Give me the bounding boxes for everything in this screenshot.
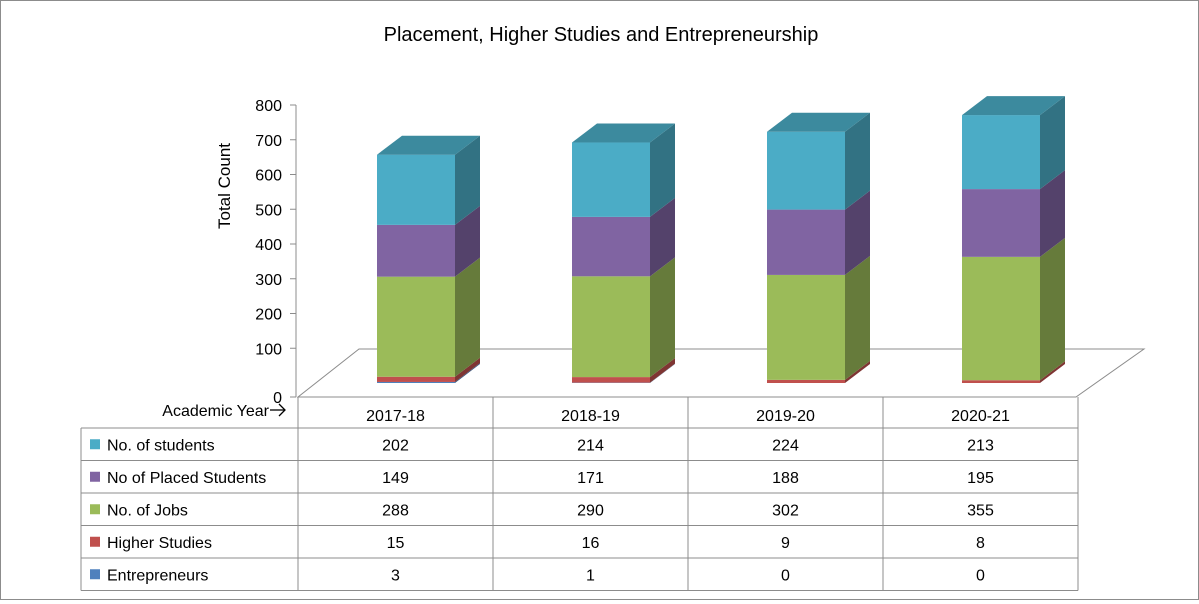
legend-key (90, 439, 100, 449)
bar-segment (377, 382, 455, 383)
y-tick-label: 200 (255, 307, 282, 324)
bar-segment (377, 277, 455, 377)
series-name: No of Placed Students (107, 470, 266, 487)
bar-segment-side (1040, 238, 1065, 380)
table-cell-value: 15 (387, 535, 405, 552)
table-cell-value: 149 (382, 470, 409, 487)
y-tick-label: 800 (255, 98, 282, 115)
bar-stack (377, 136, 480, 383)
bar-segment (377, 225, 455, 277)
table-cell-value: 202 (382, 437, 409, 454)
table-cell-value: 3 (391, 567, 400, 584)
table-cell-value: 355 (967, 502, 994, 519)
bar-segment (767, 380, 845, 383)
bar-segment (962, 380, 1040, 383)
y-tick-label: 100 (255, 341, 282, 358)
bar-segment (767, 132, 845, 210)
table-cell-value: 224 (772, 437, 799, 454)
table-cell-value: 16 (582, 535, 600, 552)
table-cell-value: 188 (772, 470, 799, 487)
series-name: No. of Jobs (107, 502, 188, 519)
bar-segment (572, 377, 650, 383)
series-name: Entrepreneurs (107, 567, 208, 584)
bar-segment (962, 257, 1040, 380)
y-tick-label: 600 (255, 168, 282, 185)
bar-stack (962, 96, 1065, 383)
bar-segment (572, 276, 650, 377)
bar-stack (767, 113, 870, 383)
bar-stack (572, 124, 675, 383)
bar-segment (572, 143, 650, 217)
table-cell-value: 213 (967, 437, 994, 454)
y-axis-label: Total Count (215, 143, 234, 229)
category-label: 2020-21 (951, 408, 1010, 425)
legend-key (90, 569, 100, 579)
table-cell-value: 214 (577, 437, 604, 454)
y-tick-label: 700 (255, 133, 282, 150)
bar-segment-side (845, 256, 870, 380)
bar-segment-side (455, 258, 480, 377)
series-name: Higher Studies (107, 535, 212, 552)
chart-title: Placement, Higher Studies and Entreprene… (384, 24, 819, 46)
bar-segment (962, 115, 1040, 189)
table-cell-value: 9 (781, 535, 790, 552)
category-label: 2018-19 (561, 408, 620, 425)
series-name: No. of students (107, 437, 215, 454)
y-axis: 0 100 200 300 400 500 600 700 800 (255, 98, 296, 407)
table-cell-value: 8 (976, 535, 985, 552)
bars (377, 96, 1065, 383)
bar-segment (962, 189, 1040, 257)
legend-key (90, 472, 100, 482)
bar-segment (767, 210, 845, 275)
table-cell-value: 288 (382, 502, 409, 519)
bar-segment (377, 155, 455, 225)
y-tick-label: 0 (273, 390, 282, 407)
bar-segment (767, 275, 845, 380)
category-label: 2017-18 (366, 408, 425, 425)
table-cell-value: 195 (967, 470, 994, 487)
legend-key (90, 537, 100, 547)
bar-segment (377, 377, 455, 382)
data-table: 2017-18 2018-19 2019-20 2020-21 No. of stude… (81, 397, 1078, 591)
table-cell-value: 171 (577, 470, 604, 487)
table-cell-value: 0 (781, 567, 790, 584)
y-tick-label: 500 (255, 202, 282, 219)
table-cell-value: 1 (586, 567, 595, 584)
table-cell-value: 0 (976, 567, 985, 584)
table-cell-value: 290 (577, 502, 604, 519)
table-cell-value: 302 (772, 502, 799, 519)
bar-segment (572, 217, 650, 276)
bar-segment-side (650, 257, 675, 377)
y-tick-label: 400 (255, 237, 282, 254)
y-tick-label: 300 (255, 272, 282, 289)
x-axis-label: Academic Year (162, 403, 269, 420)
category-label: 2019-20 (756, 408, 815, 425)
legend-key (90, 504, 100, 514)
